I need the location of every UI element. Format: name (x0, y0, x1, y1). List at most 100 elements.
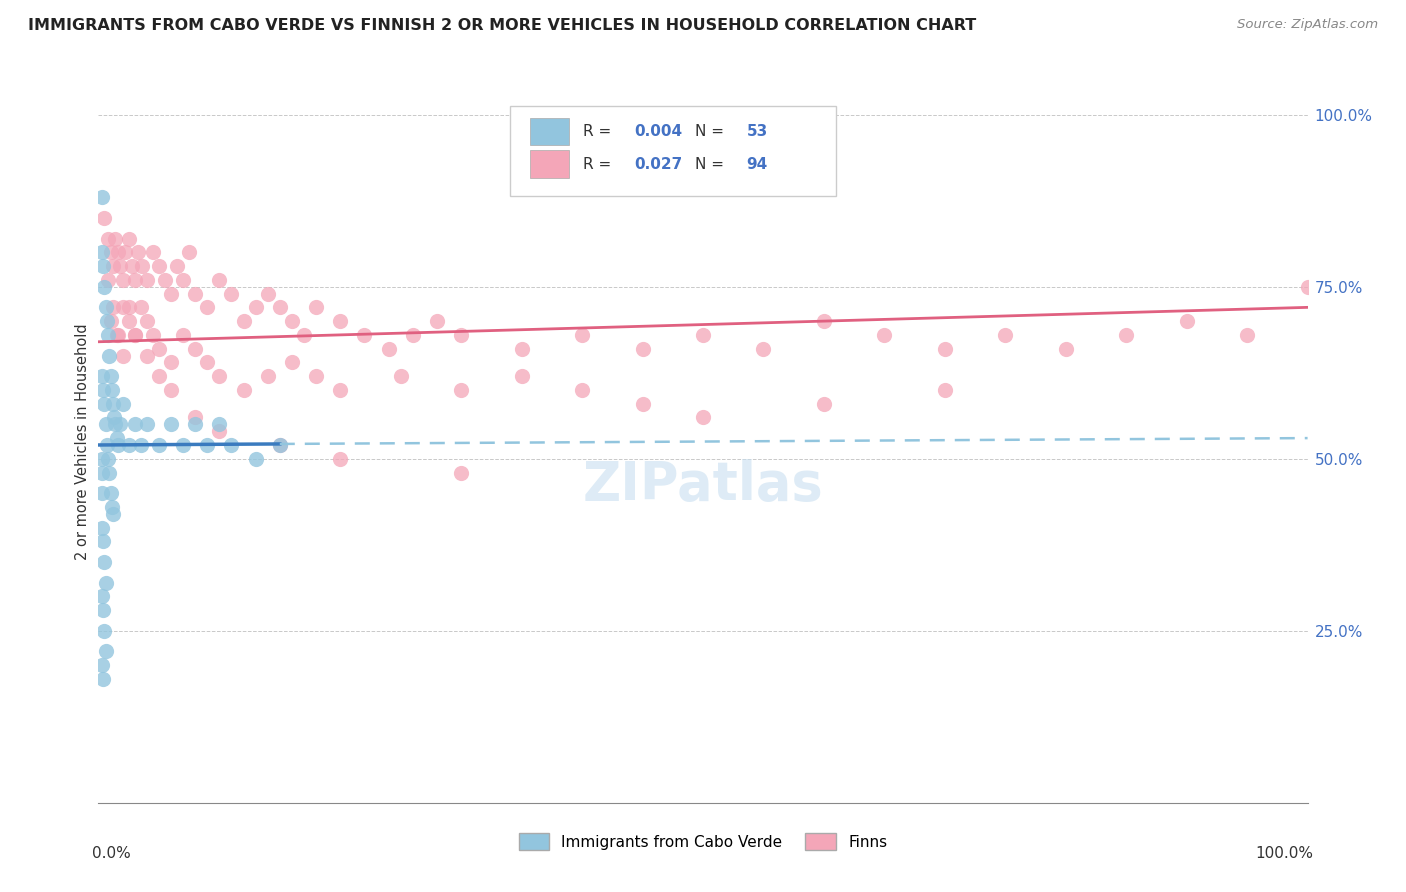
Point (195, 355, 218, 369)
Point (148, 438, 170, 452)
Point (172, 273, 194, 287)
Point (104, 417, 127, 432)
Point (114, 245, 136, 260)
Point (93, 211, 115, 225)
Point (269, 438, 291, 452)
Point (118, 438, 141, 452)
Point (93, 397, 115, 411)
Point (142, 245, 165, 260)
Point (269, 301, 291, 315)
Point (100, 314, 122, 328)
Text: 0.027: 0.027 (634, 157, 682, 171)
Point (184, 417, 207, 432)
Text: 0.004: 0.004 (634, 124, 682, 139)
Point (91, 245, 114, 260)
Point (93, 624, 115, 638)
Point (135, 273, 157, 287)
Point (100, 383, 122, 397)
Point (221, 286, 243, 301)
Point (107, 327, 129, 342)
Point (101, 397, 124, 411)
Point (450, 383, 472, 397)
Point (142, 327, 165, 342)
Point (160, 286, 183, 301)
Point (91, 486, 114, 500)
Point (571, 383, 593, 397)
Point (571, 327, 593, 342)
Point (100, 500, 122, 514)
Point (1175, 314, 1198, 328)
Point (692, 327, 714, 342)
Point (184, 410, 207, 425)
Point (100, 486, 122, 500)
Point (91, 590, 114, 604)
Point (256, 369, 278, 384)
Point (148, 259, 170, 273)
Point (148, 369, 170, 384)
Point (377, 342, 399, 356)
Point (94, 417, 117, 432)
Point (111, 397, 134, 411)
FancyBboxPatch shape (509, 105, 837, 196)
Point (135, 417, 157, 432)
Point (91, 520, 114, 534)
Point (124, 327, 146, 342)
Point (104, 231, 127, 245)
Point (91, 658, 114, 673)
Point (510, 342, 533, 356)
Point (97, 231, 120, 245)
Point (124, 273, 146, 287)
Point (873, 327, 896, 342)
Point (813, 314, 835, 328)
Point (91, 369, 114, 384)
Point (103, 410, 125, 425)
Point (100, 369, 122, 384)
Point (129, 438, 152, 452)
Point (101, 259, 124, 273)
Point (94, 644, 117, 658)
Point (1236, 327, 1258, 342)
Legend: Immigrants from Cabo Verde, Finns: Immigrants from Cabo Verde, Finns (513, 827, 893, 856)
Text: R =: R = (583, 124, 616, 139)
Point (96, 438, 118, 452)
Point (97, 273, 120, 287)
Point (195, 438, 218, 452)
Point (208, 273, 231, 287)
Text: 100.0%: 100.0% (1256, 847, 1313, 861)
Point (118, 301, 141, 315)
Point (305, 301, 328, 315)
Point (208, 424, 231, 438)
Point (184, 342, 207, 356)
Text: Source: ZipAtlas.com: Source: ZipAtlas.com (1237, 18, 1378, 31)
Point (107, 245, 129, 260)
Point (1296, 279, 1319, 293)
Point (329, 451, 352, 466)
Point (118, 314, 141, 328)
Point (107, 438, 129, 452)
Point (91, 451, 114, 466)
Point (160, 383, 183, 397)
Point (179, 245, 201, 260)
Point (91, 603, 114, 617)
Point (94, 301, 117, 315)
Point (111, 273, 134, 287)
Point (97, 327, 120, 342)
Point (160, 355, 183, 369)
Point (232, 383, 254, 397)
Point (184, 286, 207, 301)
Point (96, 314, 118, 328)
Point (91, 534, 114, 549)
Point (111, 301, 134, 315)
Y-axis label: 2 or more Vehicles in Household: 2 or more Vehicles in Household (75, 323, 90, 560)
Point (166, 259, 188, 273)
Point (153, 273, 176, 287)
Point (1054, 342, 1077, 356)
Point (135, 314, 157, 328)
Point (91, 466, 114, 480)
Point (353, 327, 375, 342)
Point (994, 327, 1017, 342)
Point (450, 327, 472, 342)
FancyBboxPatch shape (530, 118, 569, 145)
Point (426, 314, 449, 328)
Point (256, 286, 278, 301)
